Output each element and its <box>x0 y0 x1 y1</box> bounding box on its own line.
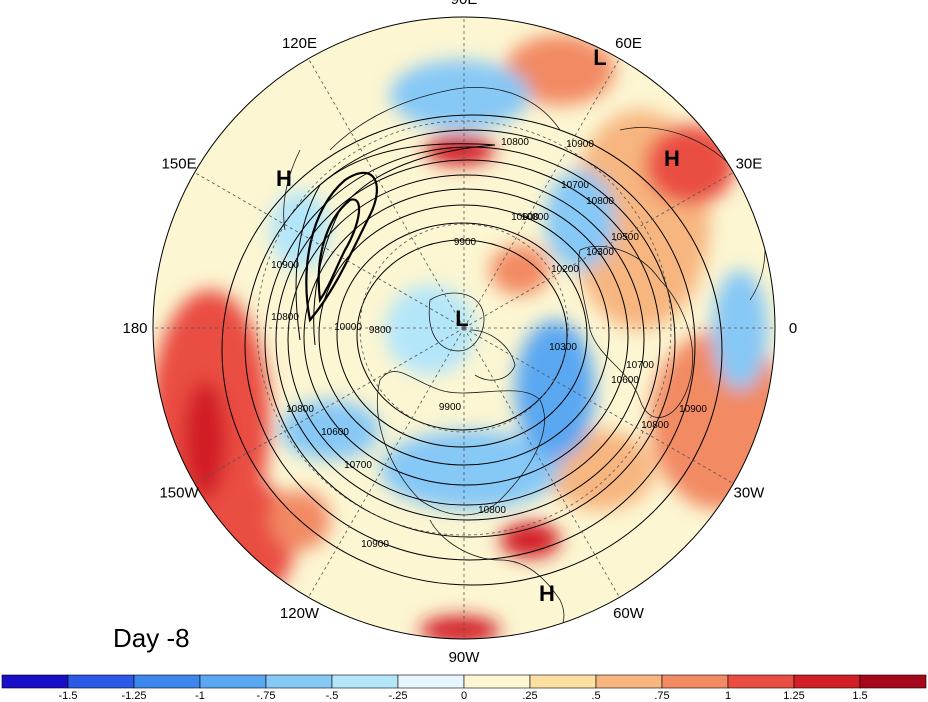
meridian-line <box>463 58 620 329</box>
high-pressure-center: H <box>539 581 555 606</box>
colorbar-swatch <box>199 674 267 689</box>
colorbar <box>1 674 927 689</box>
meridian-line <box>194 327 465 484</box>
colorbar-labels: -1.5 -1.25 -1 -.75 -.5 -.25 0 .25 .5 .75 1 1.25 1.5 <box>59 690 868 702</box>
contour-label: 10800 <box>641 420 669 431</box>
colorbar-swatch <box>529 674 597 689</box>
colorbar-swatch <box>859 674 927 689</box>
colorbar-swatch <box>397 674 465 689</box>
contour-label: 10300 <box>586 247 614 258</box>
contour-label: 10800 <box>521 212 549 223</box>
longitude-label: 90E <box>451 0 478 8</box>
contour-labels: 10800 10900107001080010600105001030010200… <box>271 137 707 550</box>
contour-label: 10000 <box>334 322 362 333</box>
colorbar-label: -.5 <box>326 690 339 702</box>
colorbar-label: -.25 <box>389 690 408 702</box>
contour-label: 10700 <box>561 180 589 191</box>
colorbar-swatch <box>463 674 531 689</box>
longitude-label: 30E <box>736 156 763 173</box>
contour-label: 10600 <box>611 375 639 386</box>
contour-label: 10800 <box>501 137 529 148</box>
longitude-label: 180 <box>122 320 147 337</box>
colorbar-label: -1.5 <box>59 690 78 702</box>
longitude-label: 60W <box>613 605 645 622</box>
meridian-line <box>308 327 465 598</box>
ridge-contours <box>305 171 378 323</box>
longitude-label: 150E <box>162 156 197 173</box>
contour-label: 9800 <box>369 325 392 336</box>
colorbar-swatch <box>727 674 795 689</box>
contour-label: 10800 <box>271 312 299 323</box>
low-pressure-center: L <box>593 45 606 70</box>
colorbar-swatch <box>133 674 201 689</box>
contour-label: 10900 <box>361 539 389 550</box>
contour-label: 10700 <box>344 460 372 471</box>
contour-label: 10900 <box>566 139 594 150</box>
colorbar-swatch <box>67 674 135 689</box>
colorbar-label: 1.5 <box>852 690 867 702</box>
longitude-label: 30W <box>734 485 766 502</box>
colorbar-label: .5 <box>591 690 600 702</box>
contour-label: 10600 <box>321 427 349 438</box>
longitude-label: 120E <box>282 35 317 52</box>
colorbar-label: -1 <box>195 690 205 702</box>
meridian-line <box>308 58 465 329</box>
height-contours <box>221 114 723 586</box>
contour-label: 10500 <box>611 232 639 243</box>
contour-label: 10900 <box>271 260 299 271</box>
contour-label: 10700 <box>626 360 654 371</box>
longitude-label: 90W <box>449 649 481 666</box>
contour-label: 10800 <box>286 404 314 415</box>
longitude-label: 60E <box>615 35 642 52</box>
contour-label: 10600 <box>511 212 539 223</box>
colorbar-label: -1.25 <box>121 690 146 702</box>
longitude-label: 150W <box>159 485 199 502</box>
colorbar-label: .75 <box>654 690 669 702</box>
colorbar-label: 1.25 <box>783 690 804 702</box>
colorbar-swatch <box>595 674 663 689</box>
longitude-label: 120W <box>280 605 320 622</box>
colorbar-swatch <box>331 674 399 689</box>
meridian-line <box>463 327 734 484</box>
contour-label: 10800 <box>478 505 506 516</box>
colorbar-swatch <box>793 674 861 689</box>
graticule <box>153 17 775 639</box>
high-pressure-center: H <box>276 166 292 191</box>
pressure-centers: H H L L H <box>276 45 680 606</box>
meridian-line <box>463 172 734 329</box>
contour-label: 9900 <box>454 237 477 248</box>
meridian-line <box>194 172 465 329</box>
high-pressure-center: H <box>664 146 680 171</box>
colorbar-swatch <box>661 674 729 689</box>
colorbar-swatch <box>1 674 69 689</box>
longitude-label: 0 <box>789 320 797 337</box>
map-boundary <box>152 16 776 640</box>
colorbar-label: 0 <box>461 690 467 702</box>
colorbar-label: .25 <box>522 690 537 702</box>
longitude-labels: 90E 60E 30E 0 30W 60W 90W 120W 150W 180 150E 120E <box>122 0 797 666</box>
day-label: Day -8 <box>113 623 190 653</box>
contour-label: 10800 <box>586 196 614 207</box>
colorbar-label: -.75 <box>257 690 276 702</box>
contour-label: 10200 <box>551 264 579 275</box>
meridian-line <box>463 327 620 598</box>
contour-label: 9900 <box>439 402 462 413</box>
colorbar-swatch <box>265 674 333 689</box>
contour-label: 10900 <box>679 404 707 415</box>
colorbar-label: 1 <box>725 690 731 702</box>
low-pressure-center: L <box>455 306 468 331</box>
contour-label: 10300 <box>549 342 577 353</box>
